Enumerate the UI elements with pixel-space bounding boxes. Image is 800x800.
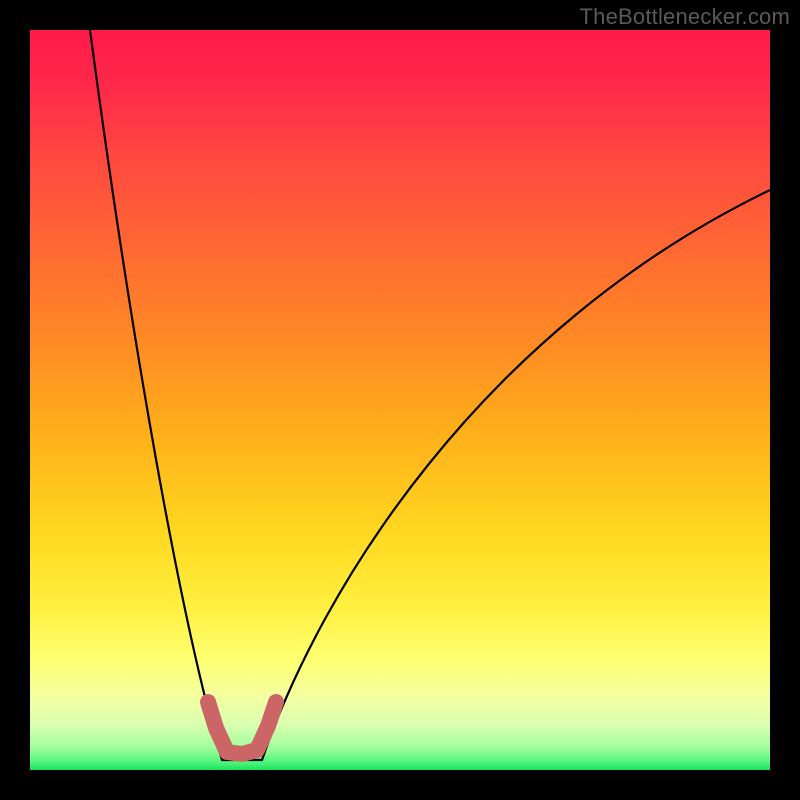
- gradient-background: [30, 30, 770, 770]
- watermark-text: TheBottlenecker.com: [580, 4, 790, 30]
- plot-svg: [30, 30, 770, 770]
- frame: TheBottlenecker.com: [0, 0, 800, 800]
- plot-area: [30, 30, 770, 770]
